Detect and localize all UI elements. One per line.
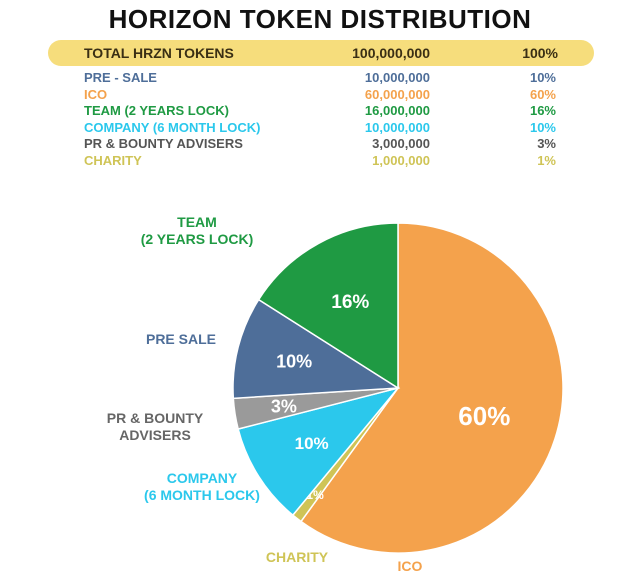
- pie-category-label-line: CHARITY: [266, 549, 329, 565]
- table-amount: 10,000,000: [364, 119, 430, 135]
- pie-slice-ico: [299, 222, 564, 554]
- table-percent: 10%: [529, 70, 556, 85]
- total-percent: 100%: [522, 45, 558, 61]
- table-name: TEAM (2 YEARS LOCK): [84, 103, 229, 118]
- pie-category-label-ico: ICO: [398, 558, 423, 573]
- pie-category-label-line: (2 YEARS LOCK): [141, 231, 254, 247]
- table-row-charity: CHARITY 1,000,000 1%: [0, 153, 640, 169]
- pie-slice-pre-sale: [232, 298, 401, 400]
- table-percent: 16%: [529, 103, 556, 118]
- table-row-team: TEAM (2 YEARS LOCK) 16,000,000 16%: [0, 103, 640, 119]
- pie-percent-ico: 60%: [458, 401, 510, 431]
- chart-title: HORIZON TOKEN DISTRIBUTION: [108, 4, 532, 34]
- pie-category-label-company: COMPANY (6 MONTH LOCK): [144, 470, 260, 503]
- table-row-pr-bounty: PR & BOUNTY ADVISERS 3,000,000 3%: [0, 136, 640, 152]
- pie-category-label-line: PR & BOUNTY: [107, 410, 204, 426]
- pie-percent-company: 10%: [295, 434, 329, 453]
- pie-category-label-line: (6 MONTH LOCK): [144, 487, 260, 503]
- total-label: TOTAL HRZN TOKENS: [84, 45, 234, 61]
- pie-category-label-line: ICO: [398, 558, 423, 573]
- pie-percent-pre-sale: 10%: [276, 352, 312, 372]
- table-name: ICO: [84, 86, 108, 102]
- total-amount: 100,000,000: [352, 45, 430, 61]
- pie-category-label-line: TEAM: [177, 214, 217, 230]
- pie-percent-pr-bounty: 3%: [271, 396, 297, 416]
- table-name: COMPANY (6 MONTH LOCK): [84, 119, 261, 135]
- pie-slice-team: [257, 222, 399, 390]
- table-percent: 10%: [529, 119, 556, 135]
- table-amount: 60,000,000: [364, 86, 430, 102]
- table-row-ico: ICO 60,000,000 60%: [0, 87, 640, 103]
- table-amount: 1,000,000: [372, 152, 430, 168]
- pie-slice-company: [237, 386, 401, 517]
- table-row-pre-sale: PRE - SALE 10,000,000 10%: [0, 70, 640, 86]
- total-tokens-bar: TOTAL HRZN TOKENS 100,000,000 100%: [48, 40, 594, 66]
- table-percent: 1%: [537, 152, 556, 168]
- pie-category-label-line: ADVISERS: [119, 427, 191, 443]
- table-percent: 3%: [537, 136, 556, 151]
- pie-category-label-pre-sale: PRE SALE: [146, 331, 216, 347]
- table-amount: 3,000,000: [372, 136, 430, 151]
- table-percent: 60%: [529, 86, 556, 102]
- table-name: PRE - SALE: [84, 70, 157, 85]
- table-name: CHARITY: [84, 152, 142, 168]
- pie-percent-team: 16%: [331, 292, 369, 313]
- pie-category-label-charity: CHARITY: [266, 549, 329, 565]
- table-name: PR & BOUNTY ADVISERS: [84, 136, 243, 151]
- pie-category-label-line: PRE SALE: [146, 331, 216, 347]
- table-row-company: COMPANY (6 MONTH LOCK) 10,000,000 10%: [0, 120, 640, 136]
- table-amount: 16,000,000: [364, 103, 430, 118]
- pie-category-label-pr-bounty: PR & BOUNTY ADVISERS: [107, 410, 204, 443]
- pie-category-label-line: COMPANY: [167, 470, 238, 486]
- table-amount: 10,000,000: [364, 70, 430, 85]
- pie-category-label-team: TEAM (2 YEARS LOCK): [141, 214, 254, 247]
